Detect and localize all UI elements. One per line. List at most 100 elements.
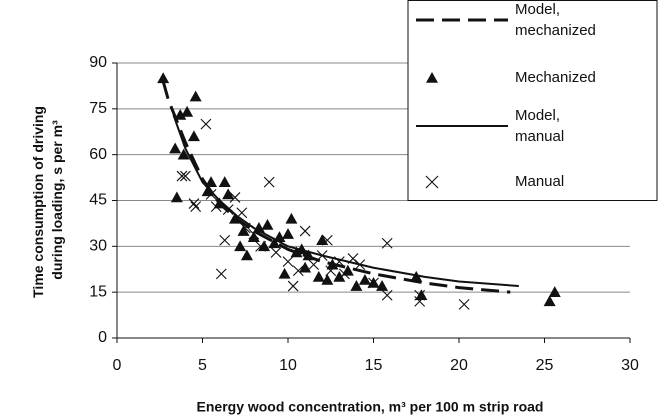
point xyxy=(458,299,470,310)
legend-label: Mechanized xyxy=(515,69,596,86)
point xyxy=(292,265,304,277)
y-tick-label: 15 xyxy=(89,283,107,300)
point xyxy=(247,231,260,242)
point xyxy=(333,270,346,282)
point xyxy=(234,240,247,252)
point xyxy=(181,105,194,117)
point xyxy=(222,204,234,216)
x-tick-label: 5 xyxy=(198,357,207,374)
point xyxy=(157,72,170,84)
point xyxy=(333,256,345,267)
point xyxy=(543,295,556,307)
x-tick-label: 10 xyxy=(279,357,297,374)
point xyxy=(299,261,312,273)
point xyxy=(210,201,222,212)
point xyxy=(248,228,260,240)
point xyxy=(376,280,389,291)
point xyxy=(258,240,271,252)
point xyxy=(222,188,235,200)
point xyxy=(176,170,188,182)
point xyxy=(290,246,303,258)
point xyxy=(268,237,281,249)
point xyxy=(177,148,190,160)
point xyxy=(285,212,298,224)
legend-label-line: Model, xyxy=(515,107,560,124)
x-tick-label: 15 xyxy=(365,357,383,374)
point xyxy=(229,192,241,203)
point xyxy=(188,198,200,209)
point xyxy=(205,189,217,200)
x-tick-label: 0 xyxy=(113,357,122,374)
legend-label-line: manual xyxy=(515,128,564,145)
y-axis-title: Time consumption of driving during loadi… xyxy=(30,102,65,298)
legend: Model, mechanized Mechanized Model, manual Ma… xyxy=(407,0,658,201)
y-axis-title-line: Time consumption of driving xyxy=(30,106,46,298)
point xyxy=(189,90,202,102)
y-tick-label: 75 xyxy=(89,100,107,117)
point xyxy=(215,268,227,280)
point xyxy=(218,176,231,187)
x-tick-label: 25 xyxy=(536,357,554,374)
y-tick-label: 0 xyxy=(98,329,107,346)
legend-marker xyxy=(425,175,439,189)
x-axis-title: Energy wood concentration, m³ per 100 m … xyxy=(197,399,544,415)
legend-label: Model, manual xyxy=(515,107,564,145)
point xyxy=(299,225,311,237)
point xyxy=(325,265,337,277)
point xyxy=(180,170,191,182)
point xyxy=(170,191,183,203)
legend-label-line: mechanized xyxy=(515,22,596,39)
y-axis-title-line: during loading, s per m³ xyxy=(49,120,65,280)
point xyxy=(312,270,325,282)
point xyxy=(255,240,267,252)
legend-label: Model, mechanized xyxy=(515,1,596,39)
point xyxy=(174,108,187,120)
point xyxy=(308,259,320,271)
point xyxy=(187,130,200,142)
point xyxy=(321,234,333,246)
point xyxy=(219,234,231,246)
point xyxy=(316,250,328,261)
model-line xyxy=(161,80,511,294)
y-tick-label: 90 xyxy=(89,54,107,71)
x-tick-label: 30 xyxy=(621,357,639,374)
point xyxy=(240,249,253,261)
point xyxy=(287,280,299,292)
point xyxy=(321,273,334,285)
point xyxy=(354,259,366,271)
legend-box xyxy=(407,0,658,201)
point xyxy=(239,222,251,234)
point xyxy=(282,228,294,239)
point xyxy=(261,218,274,230)
point xyxy=(368,277,379,289)
point xyxy=(381,237,393,249)
point xyxy=(302,249,315,261)
legend-label-line: Manual xyxy=(515,173,564,190)
legend-label-line: Mechanized xyxy=(515,69,596,86)
point xyxy=(278,267,291,279)
y-tick-label: 30 xyxy=(89,238,107,255)
point xyxy=(263,176,275,188)
legend-label: Manual xyxy=(515,173,564,190)
point xyxy=(190,201,202,212)
point xyxy=(350,280,363,291)
point xyxy=(282,256,294,267)
point xyxy=(548,286,561,297)
point xyxy=(358,273,371,285)
point xyxy=(381,289,393,301)
model-line xyxy=(172,114,519,288)
point xyxy=(236,207,248,219)
point xyxy=(339,268,350,280)
point xyxy=(228,212,241,224)
point xyxy=(200,118,212,130)
point xyxy=(169,142,182,154)
legend-marker xyxy=(426,72,438,83)
point xyxy=(414,295,426,307)
point xyxy=(270,247,282,258)
x-tick-label: 20 xyxy=(450,357,468,374)
y-tick-label: 60 xyxy=(89,146,107,163)
y-tick-label: 45 xyxy=(89,192,107,209)
legend-label-line: Model, xyxy=(515,1,560,18)
point xyxy=(205,176,218,187)
